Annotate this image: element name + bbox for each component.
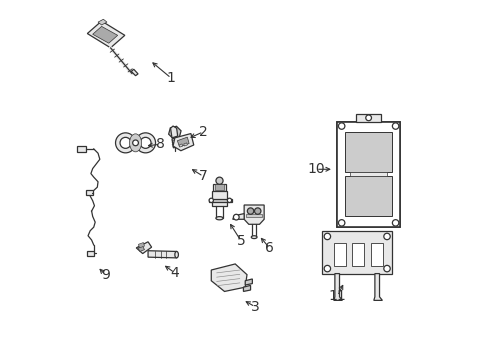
Polygon shape (179, 144, 183, 147)
Polygon shape (373, 274, 382, 300)
Polygon shape (333, 274, 342, 300)
Text: 2: 2 (199, 125, 207, 139)
Polygon shape (208, 199, 231, 202)
Circle shape (216, 177, 223, 184)
Polygon shape (138, 243, 144, 248)
Circle shape (391, 123, 398, 129)
Text: 1: 1 (166, 71, 175, 85)
Text: 8: 8 (156, 137, 164, 151)
Ellipse shape (129, 134, 141, 152)
Polygon shape (177, 137, 189, 147)
Bar (345, 176, 391, 216)
Circle shape (120, 138, 131, 148)
Bar (352, 243, 364, 266)
Circle shape (391, 220, 398, 226)
Polygon shape (172, 138, 178, 148)
Polygon shape (131, 69, 138, 76)
Text: 10: 10 (306, 162, 324, 176)
Bar (337, 122, 399, 227)
Polygon shape (136, 242, 151, 253)
Polygon shape (211, 264, 246, 292)
Polygon shape (232, 213, 244, 219)
Bar (333, 243, 345, 266)
Text: 11: 11 (328, 289, 346, 303)
Polygon shape (243, 285, 250, 292)
Circle shape (365, 115, 371, 121)
Polygon shape (93, 26, 118, 43)
Bar (345, 132, 391, 172)
Polygon shape (183, 143, 187, 146)
Circle shape (135, 133, 155, 153)
FancyBboxPatch shape (349, 172, 386, 176)
Text: 3: 3 (250, 300, 259, 314)
Polygon shape (168, 126, 181, 139)
Ellipse shape (175, 251, 178, 258)
Circle shape (233, 214, 239, 220)
FancyBboxPatch shape (246, 213, 262, 217)
Circle shape (324, 233, 330, 240)
Polygon shape (87, 21, 124, 48)
Polygon shape (215, 184, 224, 190)
Circle shape (383, 233, 389, 240)
Polygon shape (173, 134, 193, 151)
Polygon shape (98, 19, 107, 25)
Polygon shape (170, 126, 177, 138)
Circle shape (115, 133, 135, 153)
Circle shape (324, 265, 330, 272)
Polygon shape (86, 251, 94, 256)
Text: 6: 6 (264, 241, 273, 255)
Ellipse shape (251, 236, 257, 239)
Polygon shape (148, 251, 176, 258)
Polygon shape (244, 205, 264, 224)
Circle shape (383, 265, 389, 272)
Circle shape (247, 208, 253, 214)
Polygon shape (355, 114, 380, 122)
Circle shape (140, 138, 151, 148)
Circle shape (227, 198, 231, 203)
Circle shape (338, 123, 344, 129)
Circle shape (254, 208, 261, 214)
Bar (370, 243, 382, 266)
Circle shape (209, 198, 213, 203)
Ellipse shape (216, 217, 223, 220)
FancyBboxPatch shape (322, 231, 391, 274)
Text: 9: 9 (101, 268, 109, 282)
Polygon shape (213, 184, 225, 191)
Polygon shape (138, 246, 144, 251)
Circle shape (132, 140, 138, 146)
Text: 7: 7 (199, 170, 207, 184)
Polygon shape (212, 191, 226, 206)
Text: 4: 4 (170, 266, 179, 280)
Circle shape (338, 220, 344, 226)
Text: 5: 5 (236, 234, 245, 248)
Polygon shape (244, 279, 252, 285)
Polygon shape (77, 146, 85, 152)
Polygon shape (85, 190, 93, 195)
FancyBboxPatch shape (337, 122, 399, 227)
